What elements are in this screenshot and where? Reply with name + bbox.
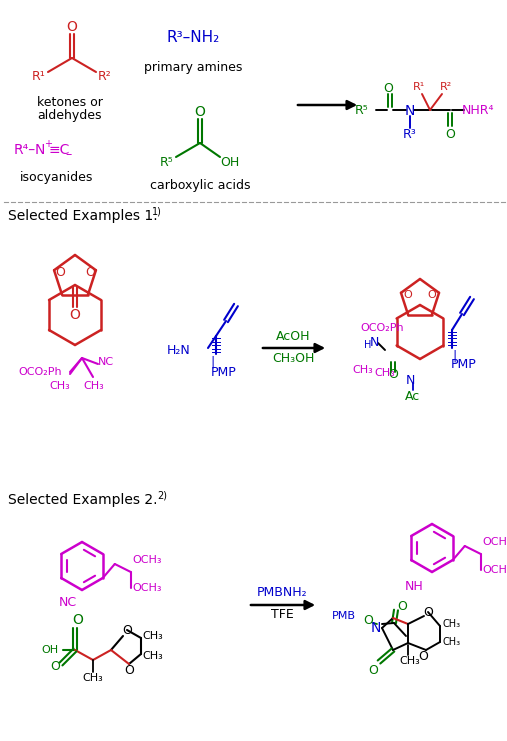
Text: CH₃: CH₃ (443, 619, 461, 629)
Text: O: O (69, 308, 81, 322)
Text: O: O (55, 266, 65, 279)
Text: +: + (44, 139, 52, 149)
Text: CH₃: CH₃ (50, 381, 70, 391)
Text: R³: R³ (403, 128, 417, 142)
Text: N: N (369, 336, 379, 350)
Text: NC: NC (98, 357, 114, 367)
Text: O: O (85, 266, 95, 279)
Text: H: H (365, 340, 372, 350)
Text: NC: NC (59, 596, 77, 608)
Text: O: O (418, 650, 428, 662)
Text: Selected Examples 1.: Selected Examples 1. (8, 209, 158, 223)
Text: O: O (388, 368, 398, 382)
Text: CH₃: CH₃ (443, 637, 461, 647)
Text: CH₃: CH₃ (353, 365, 373, 375)
Text: N: N (371, 621, 381, 635)
Text: carboxylic acids: carboxylic acids (150, 179, 250, 191)
Text: O: O (423, 605, 433, 619)
Text: CH₃: CH₃ (84, 381, 104, 391)
Text: –: – (65, 148, 71, 162)
Text: CH₃: CH₃ (83, 673, 103, 683)
Text: OCH₃: OCH₃ (482, 537, 507, 547)
Text: O: O (122, 623, 132, 637)
Text: PMB: PMB (332, 611, 356, 621)
Text: OCH₃: OCH₃ (132, 583, 162, 593)
Text: aldehydes: aldehydes (38, 108, 102, 122)
Text: R⁵: R⁵ (160, 156, 174, 168)
Text: OCO₂Ph: OCO₂Ph (18, 367, 62, 377)
Text: CH₃: CH₃ (400, 656, 420, 666)
Text: R²: R² (440, 82, 452, 92)
Text: O: O (445, 127, 455, 141)
Text: ketones or: ketones or (37, 96, 103, 108)
Text: OCH₃: OCH₃ (132, 555, 162, 565)
Text: O: O (73, 613, 84, 627)
Text: O: O (383, 82, 393, 95)
Text: O: O (124, 663, 134, 677)
Text: CH₃: CH₃ (375, 368, 395, 378)
Text: ≡C: ≡C (49, 143, 70, 157)
Text: R¹: R¹ (413, 82, 425, 92)
Text: O: O (368, 663, 378, 677)
Text: H₂N: H₂N (166, 344, 190, 356)
Text: primary amines: primary amines (144, 62, 242, 75)
Text: |: | (210, 356, 214, 368)
Text: OCH₃: OCH₃ (482, 565, 507, 575)
Text: R⁵: R⁵ (354, 104, 368, 116)
Text: 1): 1) (152, 206, 162, 216)
Text: O: O (404, 290, 412, 300)
Text: CH₃: CH₃ (142, 631, 163, 641)
Text: 2): 2) (157, 490, 167, 500)
Text: NH: NH (405, 579, 423, 593)
Text: isocyanides: isocyanides (20, 170, 94, 184)
Text: TFE: TFE (271, 608, 294, 620)
Text: N: N (35, 143, 45, 157)
Text: PMP: PMP (451, 359, 477, 371)
Text: CH₃: CH₃ (142, 651, 163, 661)
Text: R²: R² (98, 70, 112, 84)
Text: NHR⁴: NHR⁴ (462, 104, 494, 116)
Text: N: N (405, 373, 415, 387)
Text: N: N (405, 104, 415, 118)
Text: O: O (66, 20, 78, 34)
Text: OCO₂Ph: OCO₂Ph (360, 323, 404, 333)
Text: O: O (427, 290, 437, 300)
Text: AcOH: AcOH (276, 330, 310, 344)
Text: PMBNH₂: PMBNH₂ (257, 585, 307, 599)
Text: O: O (363, 614, 373, 626)
Text: R⁴–: R⁴– (14, 143, 36, 157)
Text: CH₃OH: CH₃OH (272, 351, 314, 365)
Text: O: O (397, 599, 407, 613)
Text: Ac: Ac (406, 391, 421, 404)
Text: O: O (195, 105, 205, 119)
Text: O: O (50, 659, 60, 673)
Text: |: | (452, 350, 456, 362)
Text: R¹: R¹ (32, 70, 46, 84)
Text: PMP: PMP (211, 365, 237, 379)
Text: OH: OH (221, 156, 240, 168)
Text: Selected Examples 2.: Selected Examples 2. (8, 493, 158, 507)
Text: OH: OH (42, 645, 59, 655)
Text: R³–NH₂: R³–NH₂ (166, 30, 220, 45)
